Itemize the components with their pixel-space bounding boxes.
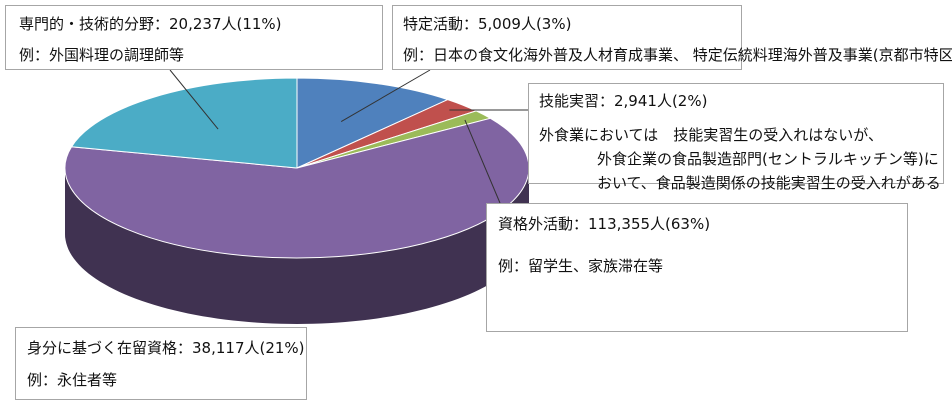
leader-line-technical-intern	[464, 119, 501, 204]
callout-extra-status-activities-note: 例：留学生、家族滞在等	[498, 257, 664, 275]
callout-professional-note: 例：外国料理の調理師等	[19, 46, 185, 64]
leader-line-professional	[340, 69, 431, 123]
callout-professional-summary: 専門的・技術的分野：20,237人(11%)	[19, 15, 282, 33]
callout-technical-intern: 技能実習：2,941人(2%) 外食業においては 技能実習生の受入れはないが、 …	[528, 83, 944, 192]
callout-technical-intern-note-line: おいて、食品製造関係の技能実習生の受入れがある	[597, 174, 941, 192]
callout-designated-activities-note-line: 特定伝統料理海外普及事業(京都市特区)等	[692, 46, 952, 64]
callout-technical-intern-note: 外食業においては 技能実習生の受入れはないが、 外食企業の食品製造部門(セントラ…	[539, 123, 941, 195]
callout-professional: 専門的・技術的分野：20,237人(11%) 例：外国料理の調理師等	[5, 5, 383, 70]
pie-slice-status-based	[70, 77, 298, 169]
callout-extra-status-activities: 資格外活動：113,355人(63%) 例：留学生、家族滞在等	[486, 203, 908, 332]
callout-designated-activities-note: 例：日本の食文化海外普及人材育成事業、 特定伝統料理海外普及事業(京都市特区)等	[403, 46, 952, 66]
callout-designated-activities-summary: 特定活動：5,009人(3%)	[403, 15, 572, 33]
callout-technical-intern-summary: 技能実習：2,941人(2%)	[539, 92, 708, 110]
pie-slice-professional	[296, 77, 450, 169]
callout-technical-intern-note-line: 外食業においては 技能実習生の受入れはないが、	[539, 126, 883, 144]
callout-status-based-summary: 身分に基づく在留資格：38,117人(21%)	[27, 339, 305, 357]
callout-designated-activities: 特定活動：5,009人(3%) 例：日本の食文化海外普及人材育成事業、 特定伝統…	[392, 5, 952, 70]
callout-status-based-note: 例：永住者等	[27, 371, 118, 389]
leader-lines	[169, 69, 528, 204]
pie-side-extra-status-activities	[65, 168, 529, 324]
callout-technical-intern-note-line: 外食企業の食品製造部門(セントラルキッチン等)に	[597, 150, 939, 168]
callout-extra-status-activities-summary: 資格外活動：113,355人(63%)	[498, 215, 711, 233]
callout-status-based: 身分に基づく在留資格：38,117人(21%) 例：永住者等	[15, 327, 307, 400]
leader-line-status-based	[169, 69, 219, 130]
pie-layer	[64, 77, 530, 324]
callout-designated-activities-note-line: 例：日本の食文化海外普及人材育成事業、	[403, 46, 689, 64]
